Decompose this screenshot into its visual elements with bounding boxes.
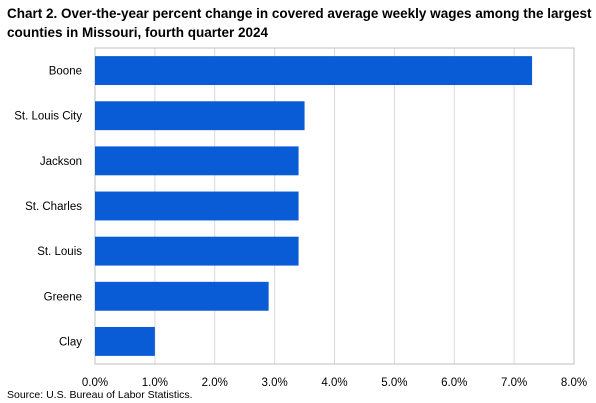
x-tick-label: 3.0%: [262, 377, 288, 389]
x-tick-label: 4.0%: [321, 377, 347, 389]
category-label: Clay: [59, 336, 82, 348]
category-label: Boone: [49, 66, 82, 78]
category-label: St. Louis City: [14, 111, 82, 123]
x-tick-label: 1.0%: [142, 377, 168, 389]
x-tick-label: 5.0%: [381, 377, 407, 389]
category-label: St. Louis: [37, 246, 82, 258]
x-tick-label: 6.0%: [441, 377, 467, 389]
bar: [95, 101, 305, 131]
category-label: Greene: [44, 291, 82, 303]
bar: [95, 56, 533, 86]
category-label: Jackson: [40, 156, 82, 168]
x-tick-label: 7.0%: [501, 377, 527, 389]
bar: [95, 191, 299, 221]
gridlines: [154, 48, 515, 364]
x-tick-label: 0.0%: [82, 377, 108, 389]
chart-title: Chart 2. Over-the-year percent change in…: [7, 6, 592, 40]
source-note: Source: U.S. Bureau of Labor Statistics.: [7, 389, 193, 401]
bar: [95, 326, 155, 356]
bars: [95, 56, 533, 356]
bar: [95, 281, 269, 311]
x-tick-label: 2.0%: [202, 377, 228, 389]
category-label: St. Charles: [25, 201, 82, 213]
x-tick-label: 8.0%: [561, 377, 587, 389]
x-axis-tick-labels: 0.0% 1.0% 2.0% 3.0% 4.0% 5.0% 6.0% 7.0% 8.0%: [82, 377, 587, 389]
bar: [95, 236, 299, 266]
bar: [95, 146, 299, 176]
category-labels: Boone St. Louis City Jackson St. Charles St.…: [14, 66, 82, 349]
